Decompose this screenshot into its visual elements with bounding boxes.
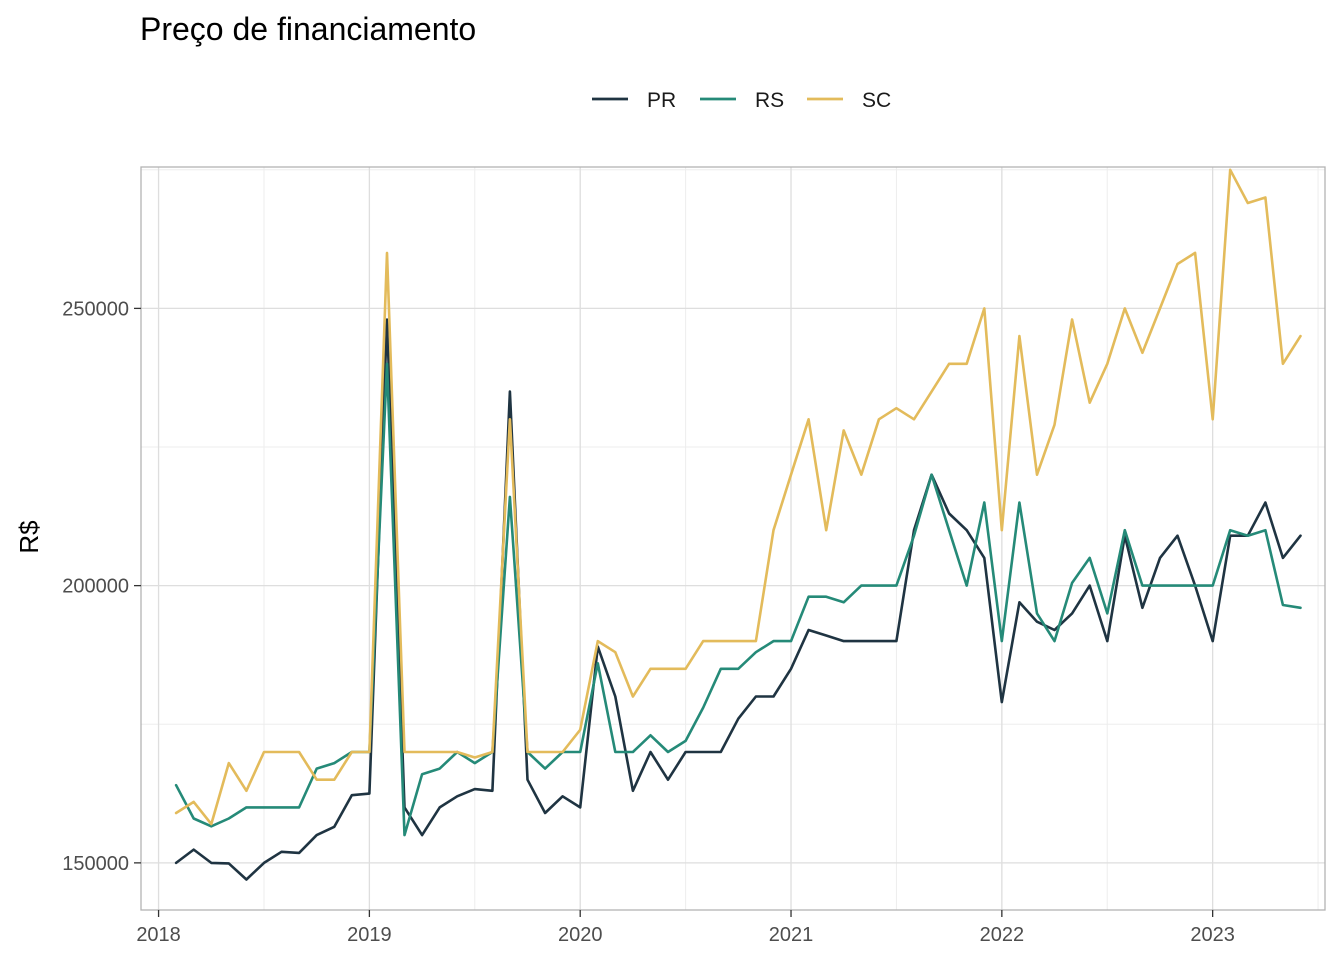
- series-line-pr: [174, 318, 1302, 881]
- y-axis-label: R$: [14, 520, 44, 554]
- x-tick-label: 2021: [769, 924, 814, 946]
- series-line-sc: [174, 168, 1302, 826]
- plot-panel-border: [140, 166, 1326, 911]
- legend-label-sc: SC: [862, 89, 891, 112]
- axis-ticks: 2018 2019 2020 2021 2022 2023 150000 200000 2500…: [62, 298, 1235, 946]
- minor-gridlines: [141, 167, 1325, 910]
- major-gridlines: [141, 167, 1325, 910]
- legend-label-pr: PR: [647, 89, 676, 112]
- y-tick-label: 200000: [62, 576, 129, 598]
- y-tick-label: 150000: [62, 853, 129, 875]
- x-tick-label: 2018: [136, 924, 181, 946]
- x-tick-label: 2019: [347, 924, 392, 946]
- chart-title: Preço de financiamento: [140, 11, 476, 47]
- legend: PR RS SC: [592, 89, 891, 112]
- legend-label-rs: RS: [755, 89, 784, 112]
- y-tick-label: 250000: [62, 298, 129, 320]
- series-lines: [174, 168, 1302, 881]
- x-tick-label: 2022: [980, 924, 1025, 946]
- x-tick-label: 2020: [558, 924, 603, 946]
- x-tick-label: 2023: [1190, 924, 1235, 946]
